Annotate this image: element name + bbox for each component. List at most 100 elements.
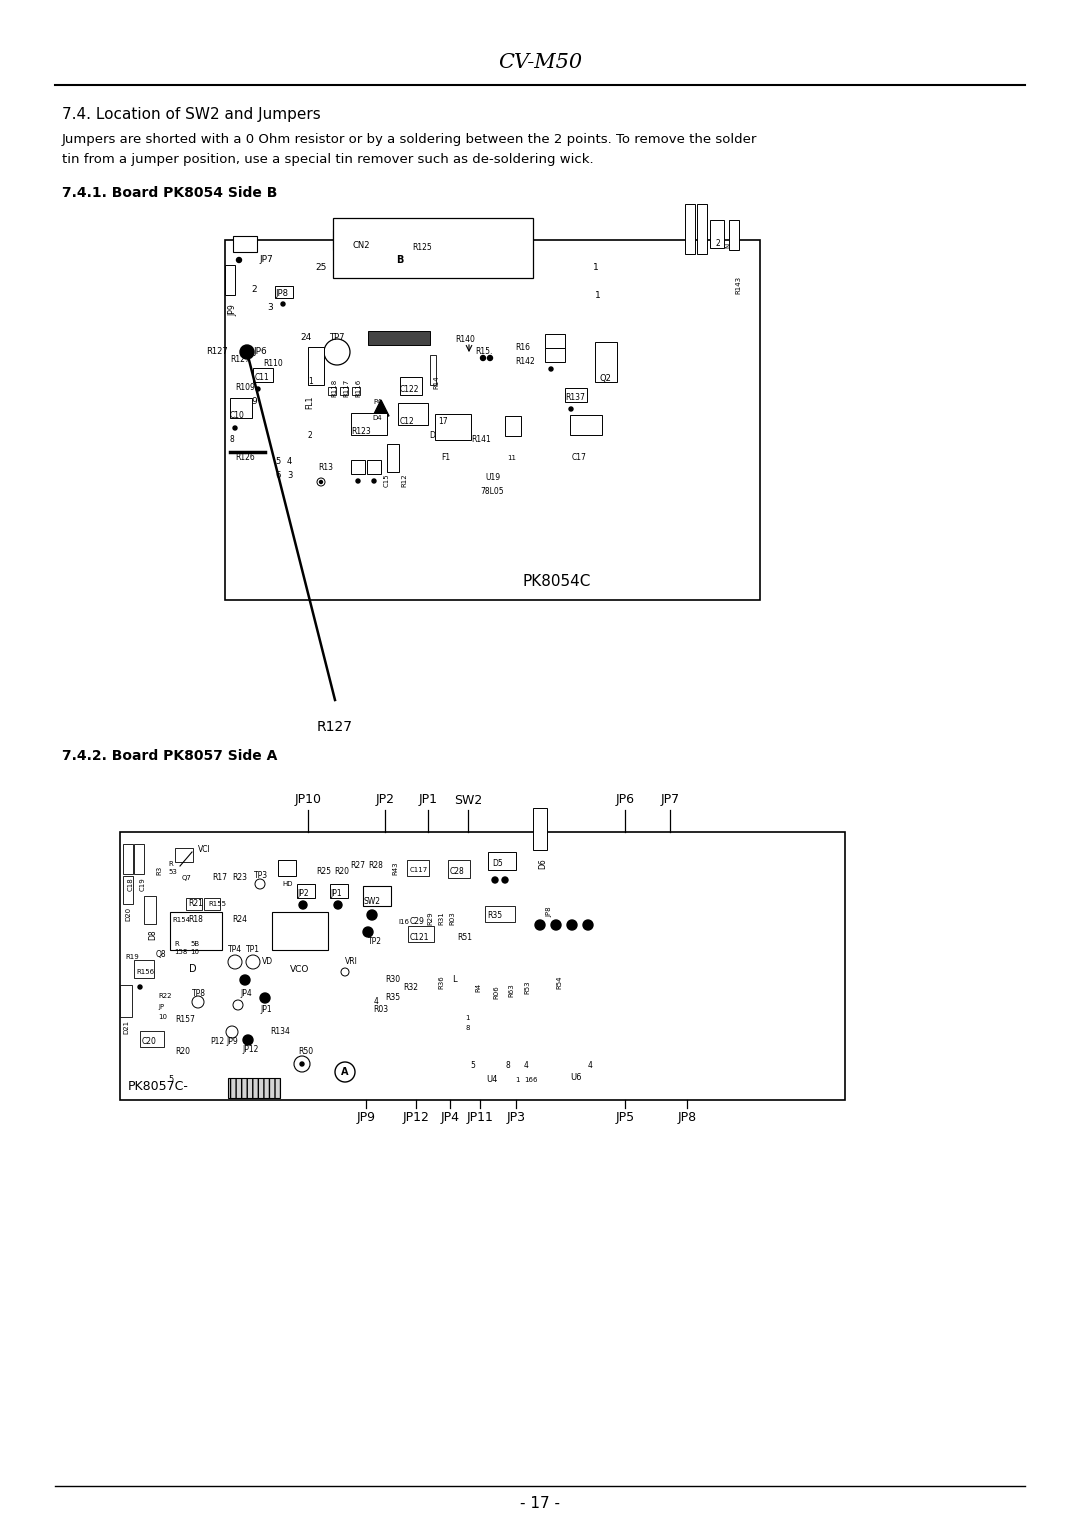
Text: R50: R50 xyxy=(298,1048,313,1056)
Circle shape xyxy=(299,902,307,909)
Text: JP7: JP7 xyxy=(661,793,679,807)
Text: R06: R06 xyxy=(492,986,499,999)
Text: 17: 17 xyxy=(438,417,447,425)
Circle shape xyxy=(318,478,325,486)
Text: CV-M50: CV-M50 xyxy=(498,52,582,72)
Bar xyxy=(368,332,430,345)
Bar xyxy=(228,1077,280,1099)
Text: TP2: TP2 xyxy=(368,938,382,946)
Text: JP1: JP1 xyxy=(330,889,341,898)
Text: JP9: JP9 xyxy=(228,304,237,316)
Text: 8: 8 xyxy=(465,1025,470,1031)
Text: R28: R28 xyxy=(368,862,383,871)
Text: JP12: JP12 xyxy=(242,1045,258,1054)
Bar xyxy=(225,240,760,601)
Text: R35: R35 xyxy=(384,993,400,1001)
Text: R127: R127 xyxy=(318,720,353,733)
Text: 25: 25 xyxy=(315,263,326,272)
Circle shape xyxy=(255,879,265,889)
Text: 7.4.2. Board PK8057 Side A: 7.4.2. Board PK8057 Side A xyxy=(62,749,278,762)
Text: R23: R23 xyxy=(232,874,247,883)
Text: 3: 3 xyxy=(267,304,273,313)
Circle shape xyxy=(243,1034,253,1045)
Text: R30: R30 xyxy=(384,975,400,984)
Text: 158: 158 xyxy=(174,949,187,955)
Circle shape xyxy=(240,975,249,986)
Bar xyxy=(120,986,132,1018)
Text: JP9: JP9 xyxy=(226,1038,238,1047)
Text: R140: R140 xyxy=(455,336,475,344)
Text: C122: C122 xyxy=(400,385,419,394)
Circle shape xyxy=(320,480,323,483)
Text: 10: 10 xyxy=(158,1015,167,1021)
Circle shape xyxy=(335,1062,355,1082)
Circle shape xyxy=(226,1025,238,1038)
Text: 78L05: 78L05 xyxy=(480,487,503,497)
Text: R157: R157 xyxy=(175,1016,194,1024)
Text: D5: D5 xyxy=(492,859,503,868)
Text: TP8: TP8 xyxy=(192,990,206,998)
Text: 1: 1 xyxy=(308,377,313,387)
Text: JP6: JP6 xyxy=(616,793,635,807)
Circle shape xyxy=(567,920,577,931)
Text: JP8: JP8 xyxy=(546,906,552,917)
Text: U19: U19 xyxy=(485,474,500,483)
Circle shape xyxy=(549,353,553,358)
Text: JP11: JP11 xyxy=(467,1111,494,1125)
Bar xyxy=(408,926,434,941)
Text: C10: C10 xyxy=(230,411,245,420)
Text: R16: R16 xyxy=(515,344,530,353)
Text: 4: 4 xyxy=(524,1062,529,1071)
Bar xyxy=(328,387,336,396)
Text: tin from a jumper position, use a special tin remover such as de-soldering wick.: tin from a jumper position, use a specia… xyxy=(62,153,594,167)
Text: Q2: Q2 xyxy=(599,373,611,382)
Text: 1: 1 xyxy=(465,1015,470,1021)
Circle shape xyxy=(487,356,492,361)
Text: 5: 5 xyxy=(275,457,280,466)
Text: R12: R12 xyxy=(401,474,407,487)
Text: JP: JP xyxy=(158,1004,164,1010)
Text: TP4: TP4 xyxy=(228,946,242,955)
Text: R20: R20 xyxy=(175,1048,190,1056)
Text: 10: 10 xyxy=(190,949,199,955)
Text: R127: R127 xyxy=(206,347,228,356)
Bar xyxy=(134,960,154,978)
Circle shape xyxy=(481,356,486,361)
Text: 4: 4 xyxy=(588,1062,593,1071)
Text: R134: R134 xyxy=(270,1027,289,1036)
Text: 6: 6 xyxy=(275,471,281,480)
Text: R29: R29 xyxy=(427,911,433,924)
Text: R137: R137 xyxy=(565,394,585,402)
Circle shape xyxy=(569,406,573,411)
Circle shape xyxy=(372,478,376,483)
Text: R53: R53 xyxy=(524,979,530,993)
Text: C29: C29 xyxy=(410,917,424,926)
Text: 8: 8 xyxy=(507,1062,511,1071)
Text: JP12: JP12 xyxy=(403,1111,430,1125)
Text: F1: F1 xyxy=(441,454,450,463)
Text: C12: C12 xyxy=(400,417,415,425)
Text: C28: C28 xyxy=(450,868,464,877)
Text: CN2: CN2 xyxy=(352,241,369,251)
Bar xyxy=(225,264,235,295)
Circle shape xyxy=(341,969,349,976)
Circle shape xyxy=(237,258,242,263)
Text: R123: R123 xyxy=(351,426,370,435)
Text: R109: R109 xyxy=(235,384,255,393)
Text: C20: C20 xyxy=(141,1038,157,1047)
Text: 1: 1 xyxy=(593,263,598,272)
Text: R35: R35 xyxy=(487,912,502,920)
Text: R17: R17 xyxy=(212,874,227,883)
Bar xyxy=(175,848,193,862)
Circle shape xyxy=(390,251,410,270)
Bar xyxy=(710,220,724,248)
Text: R32: R32 xyxy=(403,983,418,992)
Bar xyxy=(186,898,202,911)
Circle shape xyxy=(492,877,498,883)
Text: D8: D8 xyxy=(148,929,157,940)
Circle shape xyxy=(192,996,204,1008)
Text: R36: R36 xyxy=(438,975,444,989)
Bar xyxy=(120,833,845,1100)
Text: TP7: TP7 xyxy=(329,333,345,341)
Text: C117: C117 xyxy=(410,866,429,872)
